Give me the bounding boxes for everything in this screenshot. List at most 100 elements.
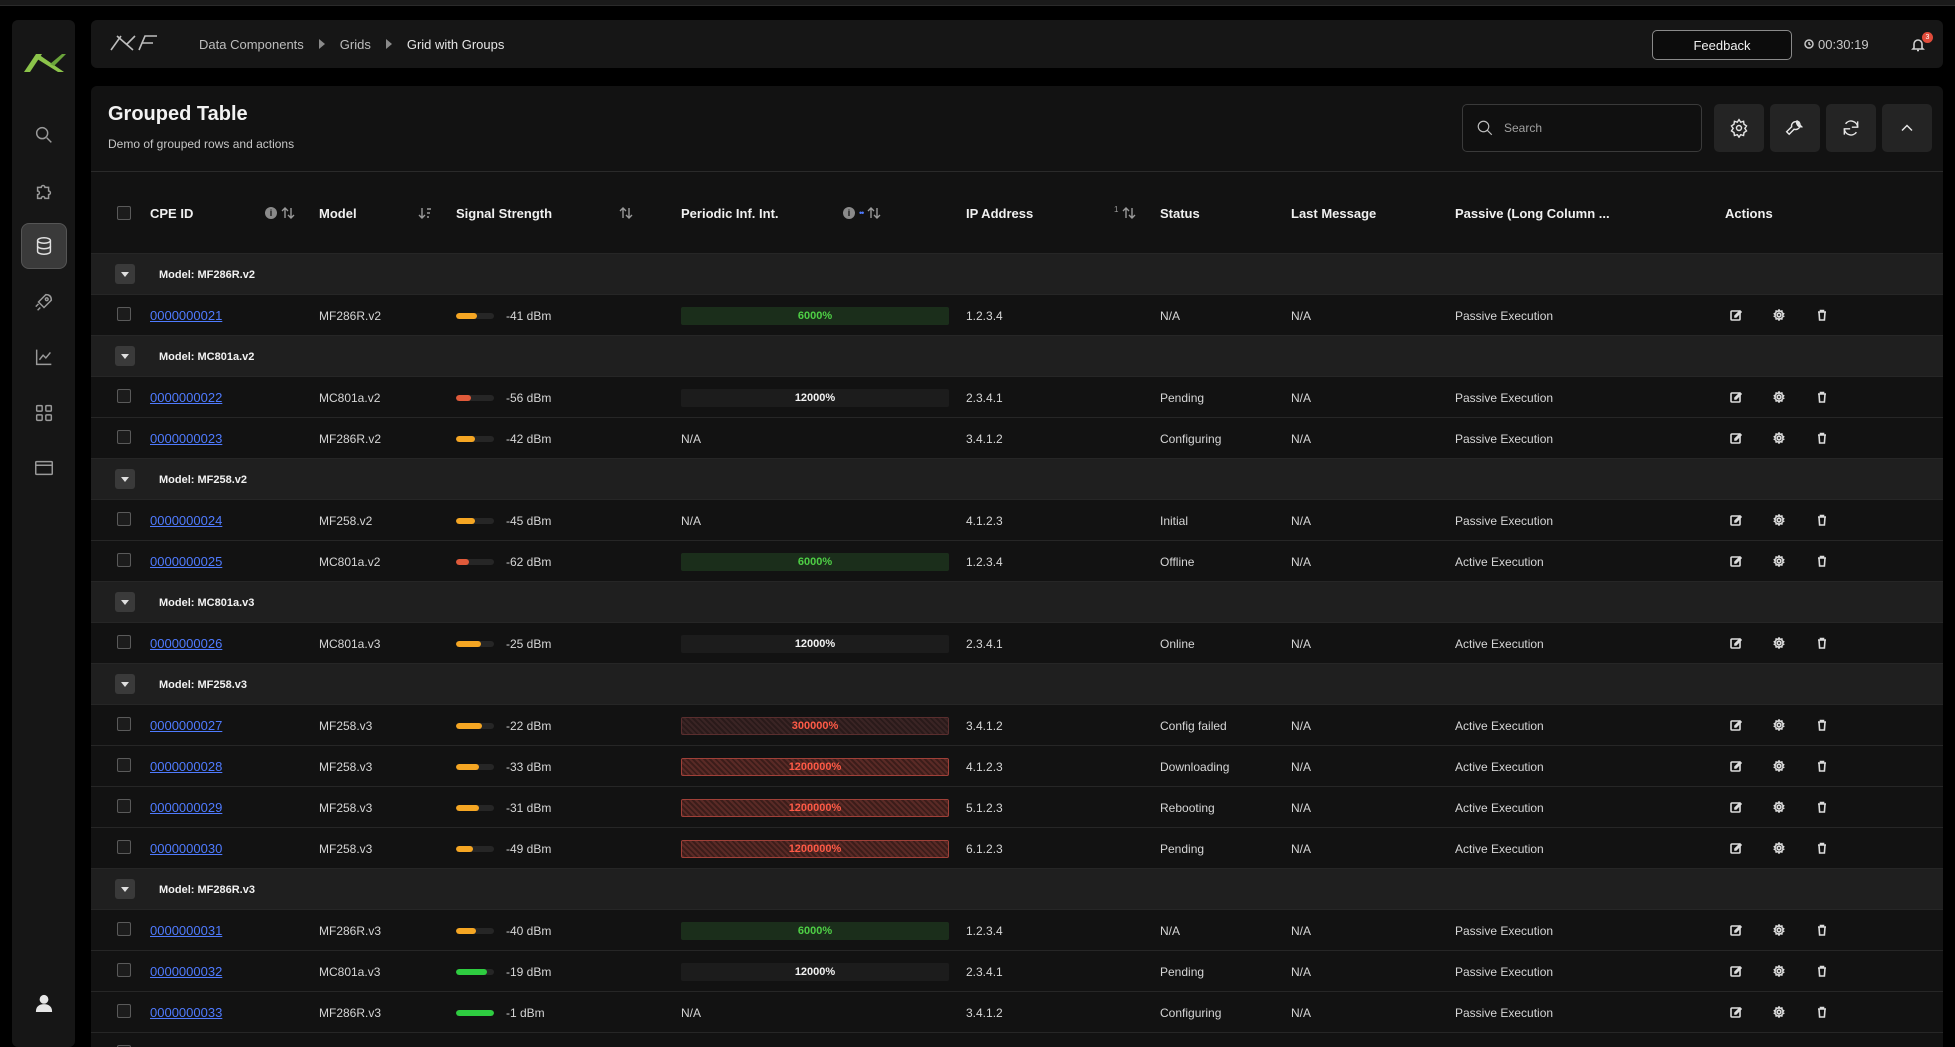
cpe-id-link[interactable]: 0000000024 <box>150 513 223 528</box>
cpe-id-link[interactable]: 0000000027 <box>150 718 223 733</box>
row-settings-button[interactable] <box>1771 389 1787 405</box>
delete-button[interactable] <box>1814 1004 1830 1020</box>
row-settings-button[interactable] <box>1771 512 1787 528</box>
row-settings-button[interactable] <box>1771 922 1787 938</box>
row-checkbox[interactable] <box>117 389 131 403</box>
row-checkbox[interactable] <box>117 553 131 567</box>
row-settings-button[interactable] <box>1771 553 1787 569</box>
sort-icon[interactable] <box>1122 207 1136 219</box>
row-settings-button[interactable] <box>1771 430 1787 446</box>
info-icon[interactable]: i <box>843 207 855 219</box>
feedback-button[interactable]: Feedback <box>1652 30 1792 60</box>
sidebar-components-button[interactable] <box>21 168 67 214</box>
row-settings-button[interactable] <box>1771 1004 1787 1020</box>
sidebar-window-button[interactable] <box>21 445 67 491</box>
row-settings-button[interactable] <box>1771 758 1787 774</box>
sidebar-launch-button[interactable] <box>21 279 67 325</box>
group-toggle-button[interactable] <box>115 592 135 612</box>
tools-button[interactable] <box>1770 104 1820 152</box>
row-checkbox[interactable] <box>117 963 131 977</box>
group-toggle-button[interactable] <box>115 879 135 899</box>
row-settings-button[interactable] <box>1771 307 1787 323</box>
delete-button[interactable] <box>1814 963 1830 979</box>
column-header-ip-address[interactable]: IP Address <box>966 205 1034 221</box>
row-settings-button[interactable] <box>1771 963 1787 979</box>
edit-button[interactable] <box>1728 1004 1744 1020</box>
cpe-id-link[interactable]: 0000000023 <box>150 431 223 446</box>
cpe-id-link[interactable]: 0000000028 <box>150 759 223 774</box>
search-input[interactable] <box>1504 121 1684 135</box>
edit-button[interactable] <box>1728 430 1744 446</box>
row-checkbox[interactable] <box>117 799 131 813</box>
sort-icon[interactable] <box>619 207 633 219</box>
row-settings-button[interactable] <box>1771 635 1787 651</box>
collapse-button[interactable] <box>1882 104 1932 152</box>
app-logo[interactable] <box>20 46 68 78</box>
cpe-id-link[interactable]: 0000000030 <box>150 841 223 856</box>
row-checkbox[interactable] <box>117 430 131 444</box>
column-header-signal-strength[interactable]: Signal Strength <box>456 205 553 221</box>
row-checkbox[interactable] <box>117 1004 131 1018</box>
edit-button[interactable] <box>1728 512 1744 528</box>
delete-button[interactable] <box>1814 840 1830 856</box>
delete-button[interactable] <box>1814 922 1830 938</box>
breadcrumb-grids[interactable]: Grids <box>339 36 371 52</box>
group-toggle-button[interactable] <box>115 469 135 489</box>
edit-button[interactable] <box>1728 307 1744 323</box>
cpe-id-link[interactable]: 0000000031 <box>150 923 223 938</box>
cpe-id-link[interactable]: 0000000025 <box>150 554 223 569</box>
delete-button[interactable] <box>1814 758 1830 774</box>
column-header-cpe-id[interactable]: CPE ID <box>150 205 194 221</box>
row-checkbox[interactable] <box>117 840 131 854</box>
edit-button[interactable] <box>1728 389 1744 405</box>
notifications-button[interactable]: 3 <box>1905 32 1933 58</box>
delete-button[interactable] <box>1814 389 1830 405</box>
sort-icon[interactable] <box>281 207 295 219</box>
cpe-id-link[interactable]: 0000000026 <box>150 636 223 651</box>
sidebar-dashboard-button[interactable] <box>21 390 67 436</box>
cpe-id-link[interactable]: 0000000032 <box>150 964 223 979</box>
select-all-checkbox[interactable] <box>117 206 131 220</box>
group-toggle-button[interactable] <box>115 674 135 694</box>
column-header-status[interactable]: Status <box>1160 205 1200 221</box>
column-header-last-message[interactable]: Last Message <box>1291 205 1377 221</box>
edit-button[interactable] <box>1728 922 1744 938</box>
row-settings-button[interactable] <box>1771 799 1787 815</box>
delete-button[interactable] <box>1814 512 1830 528</box>
row-settings-button[interactable] <box>1771 717 1787 733</box>
delete-button[interactable] <box>1814 553 1830 569</box>
sidebar-data-button[interactable] <box>21 223 67 269</box>
more-icon[interactable]: •• <box>859 208 864 218</box>
delete-button[interactable] <box>1814 430 1830 446</box>
edit-button[interactable] <box>1728 799 1744 815</box>
delete-button[interactable] <box>1814 307 1830 323</box>
cpe-id-link[interactable]: 0000000021 <box>150 308 223 323</box>
column-header-passive[interactable]: Passive (Long Column ... <box>1455 205 1610 221</box>
edit-button[interactable] <box>1728 758 1744 774</box>
row-checkbox[interactable] <box>117 717 131 731</box>
delete-button[interactable] <box>1814 635 1830 651</box>
refresh-button[interactable] <box>1826 104 1876 152</box>
sidebar-profile-button[interactable] <box>21 980 67 1026</box>
edit-button[interactable] <box>1728 717 1744 733</box>
breadcrumb-data-components[interactable]: Data Components <box>199 36 304 52</box>
sort-icon[interactable] <box>867 207 881 219</box>
edit-button[interactable] <box>1728 840 1744 856</box>
row-settings-button[interactable] <box>1771 840 1787 856</box>
edit-button[interactable] <box>1728 553 1744 569</box>
sort-descending-icon[interactable] <box>418 207 432 219</box>
edit-button[interactable] <box>1728 963 1744 979</box>
row-checkbox[interactable] <box>117 922 131 936</box>
info-icon[interactable]: i <box>265 207 277 219</box>
settings-button[interactable] <box>1714 104 1764 152</box>
row-checkbox[interactable] <box>117 635 131 649</box>
cpe-id-link[interactable]: 0000000033 <box>150 1005 223 1020</box>
column-header-model[interactable]: Model <box>319 205 357 221</box>
column-header-periodic-inf-int[interactable]: Periodic Inf. Int. <box>681 205 779 221</box>
delete-button[interactable] <box>1814 717 1830 733</box>
group-toggle-button[interactable] <box>115 346 135 366</box>
row-checkbox[interactable] <box>117 307 131 321</box>
delete-button[interactable] <box>1814 799 1830 815</box>
edit-button[interactable] <box>1728 635 1744 651</box>
row-checkbox[interactable] <box>117 1045 131 1047</box>
